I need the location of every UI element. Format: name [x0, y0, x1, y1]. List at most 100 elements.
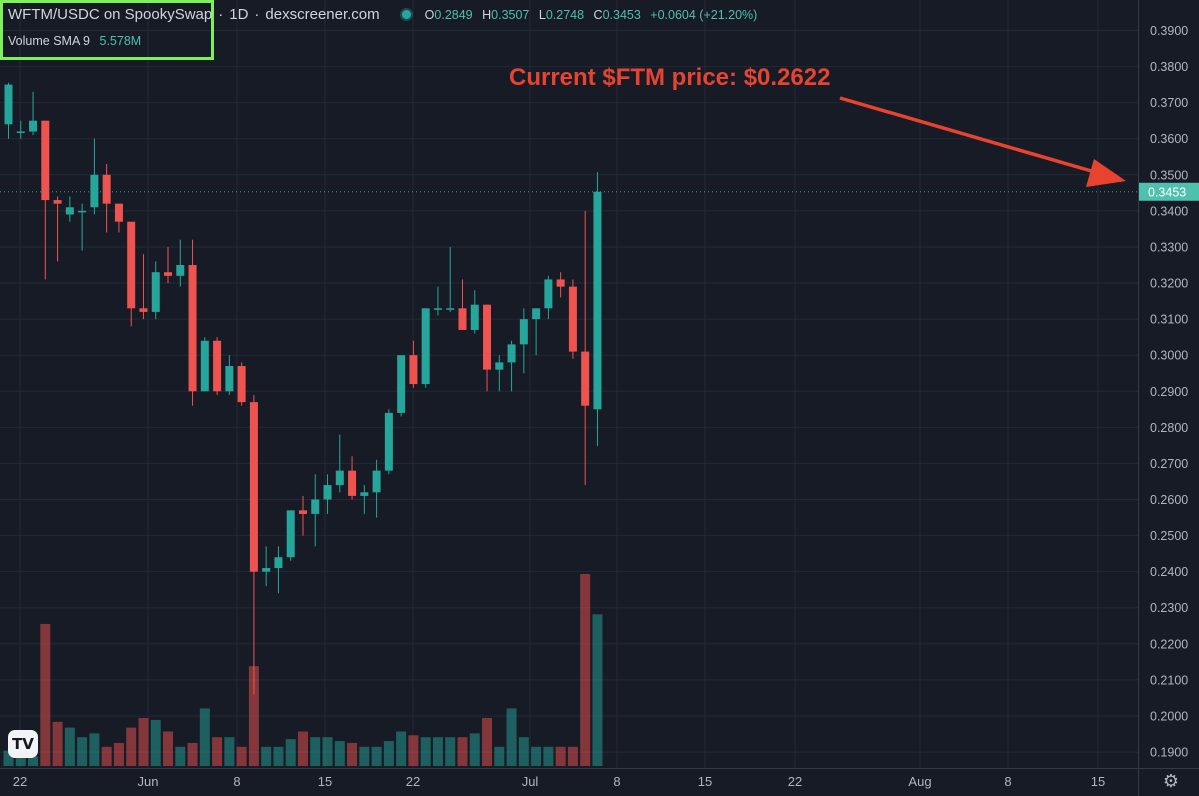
ohlc-readout: O0.2849 H0.3507 L0.2748 C0.3453 +0.0604 … — [425, 8, 764, 22]
market-status-icon — [401, 10, 411, 19]
volume-bar — [457, 737, 468, 766]
y-tick-label: 0.2200 — [1150, 637, 1188, 651]
volume-bar — [113, 742, 124, 766]
y-tick-label: 0.2400 — [1150, 565, 1188, 579]
candle-up — [225, 366, 234, 392]
volume-bar — [175, 746, 186, 766]
candle-up — [311, 499, 320, 514]
candle-up — [200, 340, 209, 392]
open-label: O — [424, 7, 435, 22]
volume-bar — [322, 737, 333, 766]
volume-legend[interactable]: Volume SMA 9 5.578M — [8, 34, 141, 48]
chart-header: WFTM/USDC on SpookySwap · 1D · dexscreen… — [8, 6, 763, 23]
interval-label[interactable]: 1D — [229, 6, 249, 23]
volume-bar — [432, 737, 443, 766]
volume-label: Volume — [8, 34, 50, 48]
volume-bar — [359, 746, 370, 766]
tradingview-logo-icon[interactable]: TV — [8, 730, 38, 758]
candle-up — [397, 355, 406, 413]
low-value: 0.2748 — [545, 7, 585, 22]
candle-down — [298, 510, 307, 514]
y-tick-label: 0.2900 — [1150, 385, 1188, 399]
x-tick-label: 8 — [613, 774, 620, 789]
gear-icon[interactable]: ⚙ — [1162, 771, 1180, 791]
volume-bar — [89, 733, 100, 766]
y-tick-label: 0.3200 — [1150, 277, 1188, 291]
y-tick-label: 0.2700 — [1150, 457, 1188, 471]
candle-up — [495, 362, 504, 370]
x-tick-label: 15 — [318, 774, 332, 789]
y-tick-label: 0.2800 — [1150, 421, 1188, 435]
candle-down — [188, 265, 197, 392]
volume-bar — [445, 737, 456, 766]
volume-sma-value: 5.578M — [99, 34, 142, 48]
volume-bar — [371, 746, 382, 766]
volume-bar — [64, 727, 75, 766]
volume-bar — [482, 718, 493, 766]
y-tick-label: 0.3800 — [1150, 60, 1188, 74]
volume-bar — [383, 741, 394, 766]
volume-bar — [555, 746, 566, 766]
volume-bar — [273, 746, 284, 766]
volume-bar — [285, 739, 296, 766]
candle-up — [274, 557, 283, 569]
x-tick-label: Jun — [138, 774, 159, 789]
candle-up — [421, 308, 430, 385]
candle-up — [323, 485, 332, 500]
open-value: 0.2849 — [434, 7, 473, 22]
y-tick-label: 0.3700 — [1150, 96, 1188, 110]
candle-down — [139, 308, 148, 312]
y-tick-label: 0.3400 — [1150, 204, 1188, 218]
separator: · — [254, 6, 260, 23]
price-annotation: Current $FTM price: $0.2622 — [509, 64, 831, 91]
x-tick-label: 8 — [233, 774, 240, 789]
volume-bar — [580, 574, 591, 766]
volume-bar — [224, 737, 235, 766]
candle-down — [237, 366, 246, 403]
y-tick-label: 0.2300 — [1150, 601, 1188, 615]
close-label: C — [593, 7, 603, 22]
candle-up — [593, 191, 602, 410]
y-tick-label: 0.2600 — [1150, 493, 1188, 507]
volume-bar — [199, 708, 210, 766]
x-tick-label: 15 — [1091, 774, 1105, 789]
volume-bar — [15, 756, 26, 766]
candle-down — [483, 304, 492, 370]
volume-sma-label: SMA 9 — [53, 34, 91, 48]
x-tick-label: 15 — [698, 774, 712, 789]
volume-bar — [261, 746, 272, 766]
candle-up — [262, 568, 271, 572]
candle-down — [568, 286, 577, 352]
volume-bar — [334, 741, 345, 766]
candle-up — [507, 344, 516, 363]
volume-bar — [518, 737, 529, 766]
volume-bar — [420, 737, 431, 766]
candle-down — [164, 272, 173, 276]
y-tick-label: 0.3000 — [1150, 349, 1188, 363]
candle-up — [470, 304, 479, 330]
volume-bar — [297, 731, 308, 766]
y-tick-label: 0.3900 — [1150, 24, 1188, 38]
candle-down — [409, 355, 418, 385]
x-tick-label: Jul — [522, 774, 539, 789]
candle-up — [335, 470, 344, 486]
candle-up — [16, 131, 25, 134]
volume-bar — [543, 746, 554, 766]
volume-bar — [212, 737, 223, 766]
volume-bar — [163, 731, 174, 766]
candle-up — [90, 174, 99, 208]
candle-up — [176, 265, 185, 276]
candle-up — [78, 210, 87, 213]
change-value: +0.0604 (+21.20%) — [650, 7, 758, 22]
candle-up — [544, 279, 553, 309]
candle-up — [519, 319, 528, 345]
candle-down — [53, 200, 62, 204]
candle-up — [29, 120, 38, 132]
candle-up — [151, 272, 160, 312]
candle-down — [114, 203, 123, 222]
pair-title[interactable]: WFTM/USDC on SpookySwap — [8, 6, 213, 23]
candle-up — [65, 207, 74, 215]
header-highlight-box — [0, 0, 214, 60]
volume-bar — [310, 737, 321, 766]
